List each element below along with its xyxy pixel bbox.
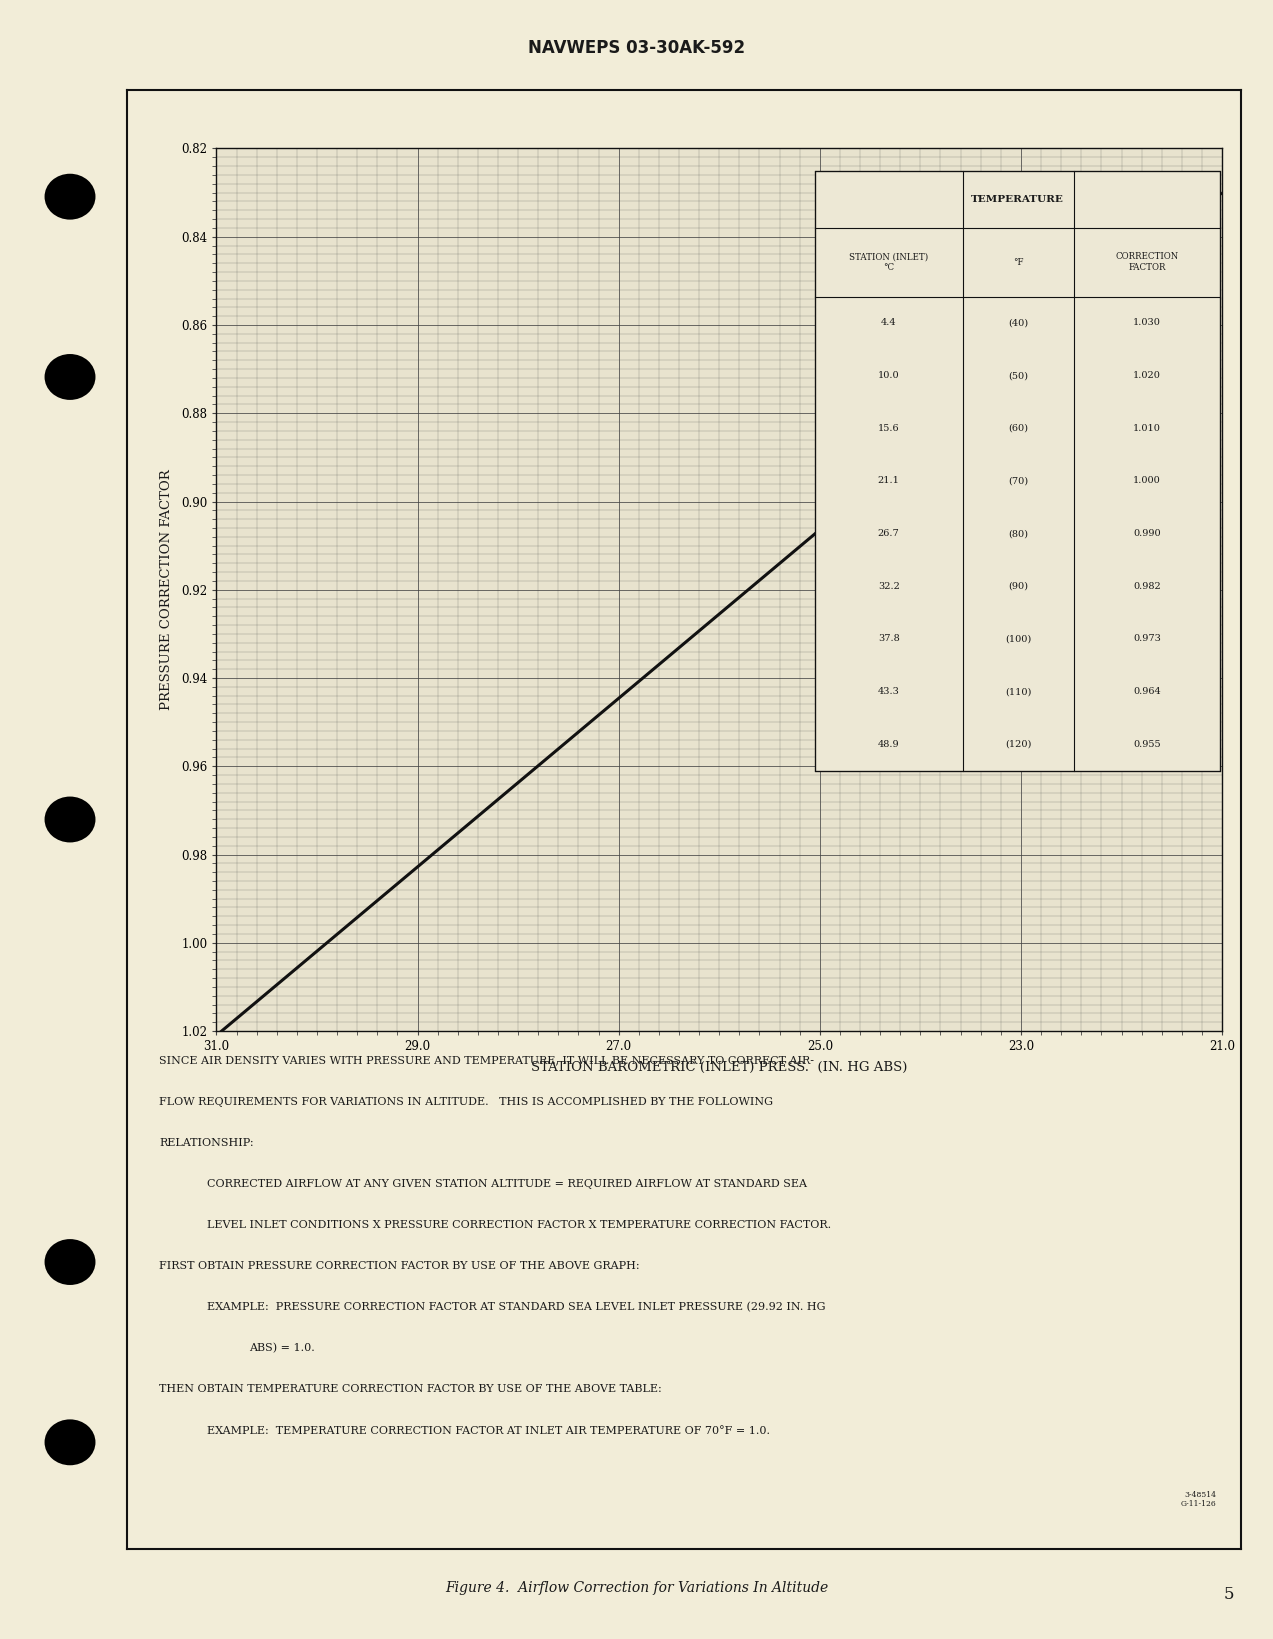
Text: EXAMPLE:  PRESSURE CORRECTION FACTOR AT STANDARD SEA LEVEL INLET PRESSURE (29.92: EXAMPLE: PRESSURE CORRECTION FACTOR AT S… (207, 1303, 825, 1313)
Text: STATION (INLET)
°C: STATION (INLET) °C (849, 252, 928, 272)
Text: (60): (60) (1008, 425, 1029, 433)
Text: SINCE AIR DENSITY VARIES WITH PRESSURE AND TEMPERATURE, IT WILL BE NECESSARY TO : SINCE AIR DENSITY VARIES WITH PRESSURE A… (159, 1056, 815, 1065)
Text: TEMPERATURE: TEMPERATURE (971, 195, 1064, 203)
Text: 32.2: 32.2 (878, 582, 900, 590)
Text: 26.7: 26.7 (878, 529, 900, 538)
Text: 0.982: 0.982 (1133, 582, 1161, 590)
Text: FLOW REQUIREMENTS FOR VARIATIONS IN ALTITUDE.   THIS IS ACCOMPLISHED BY THE FOLL: FLOW REQUIREMENTS FOR VARIATIONS IN ALTI… (159, 1096, 773, 1106)
Text: (50): (50) (1008, 370, 1029, 380)
Text: (40): (40) (1008, 318, 1029, 328)
Text: 0.973: 0.973 (1133, 634, 1161, 644)
Text: LEVEL INLET CONDITIONS X PRESSURE CORRECTION FACTOR X TEMPERATURE CORRECTION FAC: LEVEL INLET CONDITIONS X PRESSURE CORREC… (207, 1219, 831, 1229)
Text: (100): (100) (1006, 634, 1031, 644)
Text: 48.9: 48.9 (878, 739, 900, 749)
Text: THEN OBTAIN TEMPERATURE CORRECTION FACTOR BY USE OF THE ABOVE TABLE:: THEN OBTAIN TEMPERATURE CORRECTION FACTO… (159, 1385, 662, 1395)
Text: 5: 5 (1223, 1587, 1234, 1603)
Text: Figure 4.  Airflow Correction for Variations In Altitude: Figure 4. Airflow Correction for Variati… (444, 1580, 829, 1595)
Text: °F: °F (1013, 257, 1023, 267)
Text: 0.964: 0.964 (1133, 687, 1161, 697)
Text: FIRST OBTAIN PRESSURE CORRECTION FACTOR BY USE OF THE ABOVE GRAPH:: FIRST OBTAIN PRESSURE CORRECTION FACTOR … (159, 1260, 640, 1272)
Text: 21.1: 21.1 (878, 477, 900, 485)
Text: NAVWEPS 03-30AK-592: NAVWEPS 03-30AK-592 (528, 39, 745, 56)
Text: 37.8: 37.8 (878, 634, 900, 644)
Text: 1.030: 1.030 (1133, 318, 1161, 328)
Text: 0.990: 0.990 (1133, 529, 1161, 538)
Text: 10.0: 10.0 (878, 370, 900, 380)
Text: 43.3: 43.3 (878, 687, 900, 697)
Text: 0.955: 0.955 (1133, 739, 1161, 749)
Text: (90): (90) (1008, 582, 1029, 590)
Text: CORRECTED AIRFLOW AT ANY GIVEN STATION ALTITUDE = REQUIRED AIRFLOW AT STANDARD S: CORRECTED AIRFLOW AT ANY GIVEN STATION A… (207, 1178, 807, 1188)
Text: 15.6: 15.6 (878, 425, 900, 433)
Bar (815, 170, 1220, 770)
X-axis label: STATION BAROMETRIC (INLET) PRESS.  (IN. HG ABS): STATION BAROMETRIC (INLET) PRESS. (IN. H… (531, 1062, 908, 1075)
Text: 4.4: 4.4 (881, 318, 896, 328)
Text: CORRECTION
FACTOR: CORRECTION FACTOR (1115, 252, 1179, 272)
Text: 1.010: 1.010 (1133, 425, 1161, 433)
Text: ABS) = 1.0.: ABS) = 1.0. (250, 1344, 316, 1354)
Text: EXAMPLE:  TEMPERATURE CORRECTION FACTOR AT INLET AIR TEMPERATURE OF 70°F = 1.0.: EXAMPLE: TEMPERATURE CORRECTION FACTOR A… (207, 1426, 770, 1436)
Text: (80): (80) (1008, 529, 1029, 538)
Text: 1.020: 1.020 (1133, 370, 1161, 380)
Text: RELATIONSHIP:: RELATIONSHIP: (159, 1137, 253, 1147)
Text: 3-48514
G-11-126: 3-48514 G-11-126 (1181, 1490, 1217, 1508)
Text: (70): (70) (1008, 477, 1029, 485)
Text: (110): (110) (1006, 687, 1031, 697)
Text: (120): (120) (1006, 739, 1031, 749)
Y-axis label: PRESSURE CORRECTION FACTOR: PRESSURE CORRECTION FACTOR (160, 469, 173, 710)
Text: 1.000: 1.000 (1133, 477, 1161, 485)
